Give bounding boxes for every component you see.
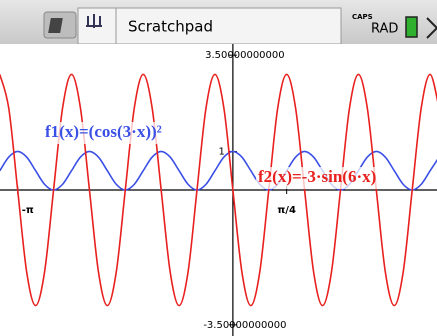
x-tick-label: -π <box>22 205 34 216</box>
function-label: f2(x)=-3·sin(6·x) <box>258 167 376 186</box>
y-tick-label: -3.50000000000 <box>203 320 286 331</box>
battery <box>406 17 417 37</box>
tab-glyph <box>86 14 102 28</box>
y-tick-label: 3.50000000000 <box>205 50 285 61</box>
caps-indicator: CAPS <box>352 13 373 21</box>
angle-mode: RAD <box>371 22 398 37</box>
screen: Scratchpad CAPS RAD -π π/4 3.50000000000 1 -… <box>0 0 437 336</box>
x-tick-label: π/4 <box>277 205 296 216</box>
function-label: f1(x)=(cos(3·x))² <box>45 122 162 141</box>
tab-title: Scratchpad <box>128 18 213 36</box>
y-tick-label: 1 <box>219 146 225 157</box>
